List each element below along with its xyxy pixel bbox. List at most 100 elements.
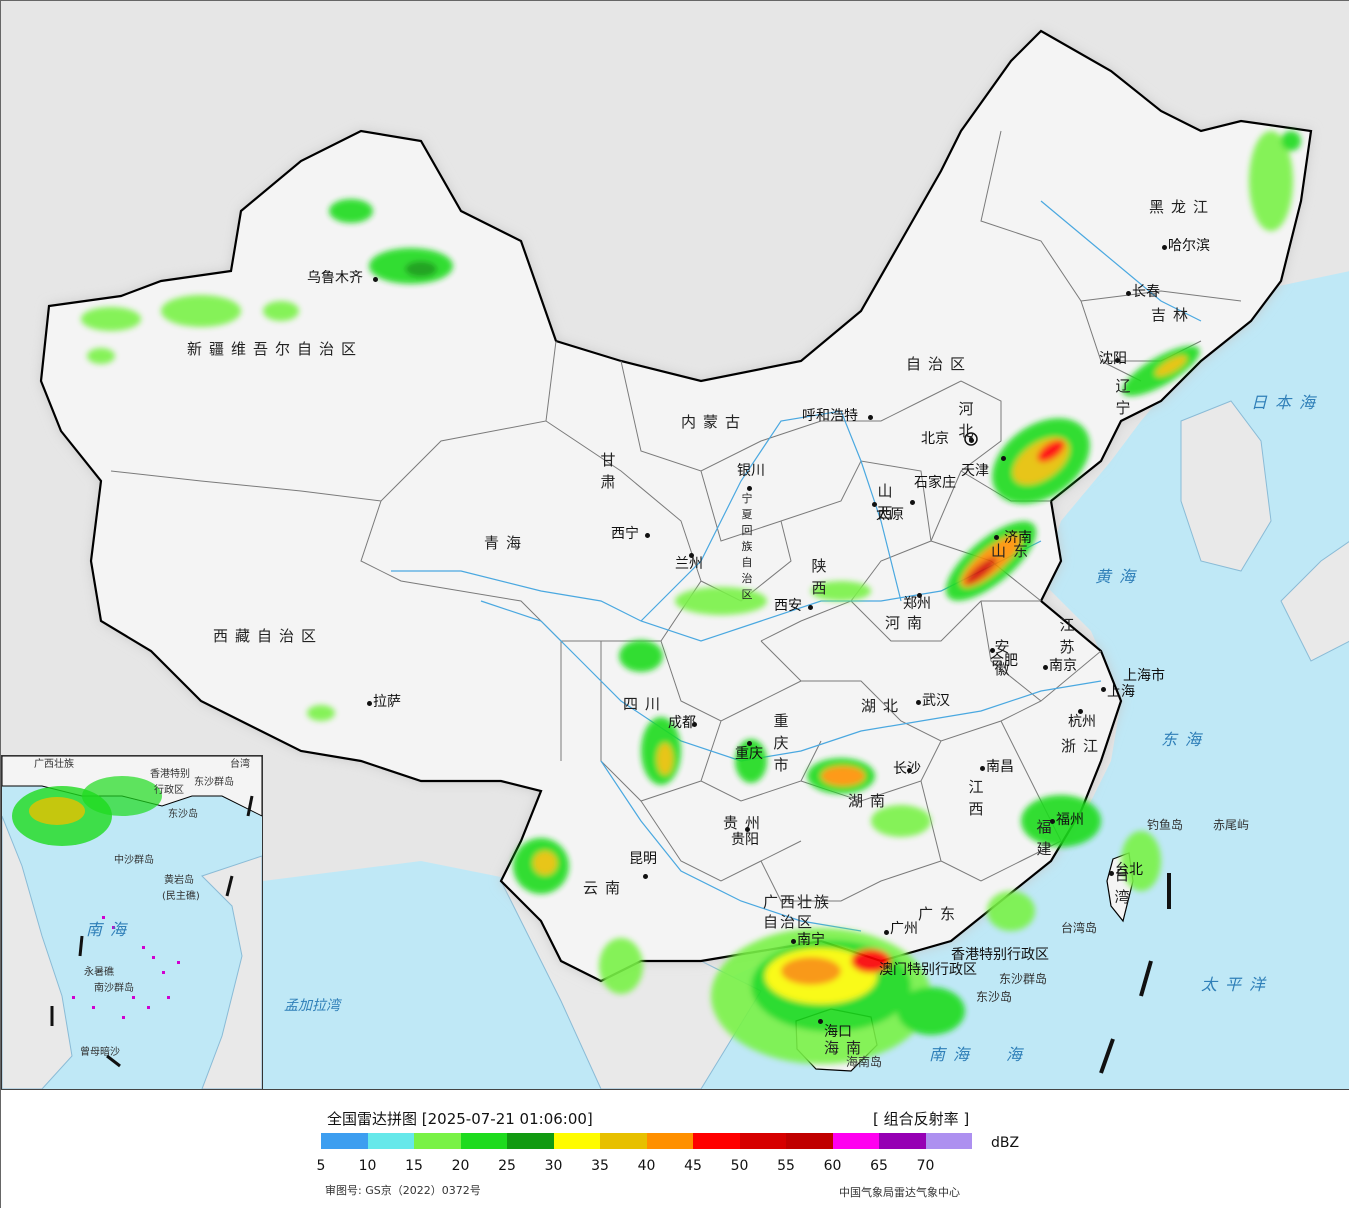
city-label: 沈阳 — [1099, 351, 1127, 367]
map-approval-number: 审图号: GS京（2022）0372号 — [325, 1184, 481, 1197]
data-source: 中国气象局雷达气象中心 — [839, 1186, 960, 1199]
city-label: 台北 — [1115, 862, 1143, 878]
province-label: 青海 — [484, 534, 529, 552]
colorbar-swatch — [739, 1133, 786, 1149]
city-label: 重庆 — [735, 746, 763, 762]
province-label: 西藏自治区 — [213, 627, 324, 645]
colorbar-swatch — [786, 1133, 833, 1149]
city-label: 天津 — [961, 463, 989, 479]
reflectivity-colorbar — [321, 1133, 972, 1149]
colorbar-tick-label: 20 — [451, 1158, 470, 1174]
city-dot — [1162, 245, 1167, 250]
province-label: 自治区 — [906, 355, 973, 373]
sea-label: 日本海 — [1251, 393, 1324, 412]
city-dot — [980, 766, 985, 771]
city-dot — [916, 700, 921, 705]
city-label: 郑州 — [903, 596, 931, 612]
bay-of-bengal — [263, 861, 661, 1089]
city-dot — [818, 1019, 823, 1024]
city-dot — [990, 648, 995, 653]
province-label: 重庆市 — [773, 712, 789, 774]
island-label: 海南岛 — [846, 1055, 883, 1069]
colorbar-swatch — [367, 1133, 414, 1149]
city-dot — [747, 741, 752, 746]
city-label: 合肥 — [990, 653, 1018, 669]
korea-peninsula — [1180, 400, 1272, 572]
city-dot — [367, 701, 372, 706]
inset-sea-label: 南海 — [86, 920, 135, 939]
city-label: 南昌 — [986, 759, 1014, 775]
city-label: 长春 — [1132, 284, 1160, 300]
city-label: 昆明 — [629, 851, 657, 867]
island-label: 东沙岛 — [976, 990, 1013, 1004]
colorbar-swatch — [507, 1133, 554, 1149]
map-canvas — [39, 29, 1349, 1089]
city-label: 福州 — [1056, 812, 1084, 828]
colorbar-swatch — [879, 1133, 926, 1149]
city-label: 成都 — [668, 715, 696, 731]
province-label: 江西 — [968, 778, 984, 818]
province-label: 云南 — [583, 879, 628, 897]
province-label: 新疆维吾尔自治区 — [187, 340, 364, 358]
province-label: 广东 — [918, 905, 963, 923]
city-dot — [994, 535, 999, 540]
province-label: 上海市 — [1123, 668, 1165, 684]
city-label: 南京 — [1049, 658, 1077, 674]
city-dot — [1001, 456, 1006, 461]
inset-place-label: 东沙岛 — [168, 809, 198, 820]
japan-sea — [1231, 301, 1349, 561]
province-label: 山东 — [991, 542, 1036, 560]
province-label: 甘肃 — [600, 451, 616, 491]
city-label: 太原 — [876, 507, 904, 523]
province-label: 河南 — [885, 614, 930, 632]
colorbar-swatch — [646, 1133, 693, 1149]
city-label: 南宁 — [797, 932, 825, 948]
colorbar-tick-label: 15 — [405, 1158, 423, 1174]
island-label: 台湾岛 — [1061, 921, 1098, 935]
city-label: 呼和浩特 — [802, 408, 858, 424]
province-label: 澳门特别行政区 — [879, 962, 977, 978]
inset-place-label: 南沙群岛 — [94, 983, 134, 994]
unit-label: dBZ — [991, 1135, 1020, 1151]
province-label: 黑龙江 — [1149, 198, 1216, 216]
city-label: 西安 — [774, 598, 802, 614]
city-label: 长沙 — [893, 761, 921, 777]
province-label: 河北 — [958, 400, 974, 440]
province-label: 福建 — [1036, 818, 1052, 858]
sea-label: 太平洋 — [1201, 975, 1274, 994]
south-china-sea-inset[interactable]: 广西壮族 香港特别 行政区 台湾 东沙群岛 东沙岛 中沙群岛 黄岩岛 (民主礁) 永暑礁 南沙群岛曾… — [1, 755, 263, 1089]
city-dot — [1050, 819, 1055, 824]
city-label: 银川 — [737, 463, 765, 479]
city-dot — [1101, 687, 1106, 692]
city-dot — [872, 502, 877, 507]
city-label: 北京 — [921, 431, 949, 447]
colorbar-tick-label: 60 — [823, 1158, 842, 1174]
japan-islands — [1280, 541, 1349, 662]
radar-echoes — [81, 131, 1301, 1064]
province-label: 江苏 — [1059, 616, 1075, 656]
city-dot — [745, 827, 750, 832]
city-dot — [747, 486, 752, 491]
city-dot — [868, 415, 873, 420]
island-label: 东沙群岛 — [999, 972, 1048, 986]
city-label: 贵阳 — [731, 832, 759, 848]
city-label: 兰州 — [675, 556, 703, 572]
city-label: 海口 — [824, 1024, 852, 1040]
city-label: 济南 — [1004, 530, 1032, 546]
city-dot — [1109, 871, 1114, 876]
city-label: 武汉 — [922, 693, 950, 709]
colorbar-swatch — [460, 1133, 507, 1149]
city-dot — [910, 500, 915, 505]
colorbar-swatch — [600, 1133, 647, 1149]
city-dot — [373, 277, 378, 282]
city-dot — [808, 605, 813, 610]
province-label: 浙江 — [1061, 737, 1106, 755]
city-label: 哈尔滨 — [1168, 238, 1210, 254]
city-label: 拉萨 — [373, 694, 401, 710]
colorbar-tick-label: 65 — [870, 1158, 888, 1174]
china-radar-map[interactable]: 新疆维吾尔自治区 西藏自治区 青海 甘肃 内蒙古 自治区 黑龙江 吉林 辽宁 河北 山西 陕西 山东 河南… — [1, 1, 1349, 1089]
province-label: 台湾 — [1114, 866, 1130, 906]
colorbar-swatch — [553, 1133, 600, 1149]
inset-place-label: (民主礁) — [162, 891, 200, 902]
legend-panel: 全国雷达拼图 [2025-07-21 01:06:00] [ 组合反射率 ] d… — [1, 1089, 1349, 1210]
